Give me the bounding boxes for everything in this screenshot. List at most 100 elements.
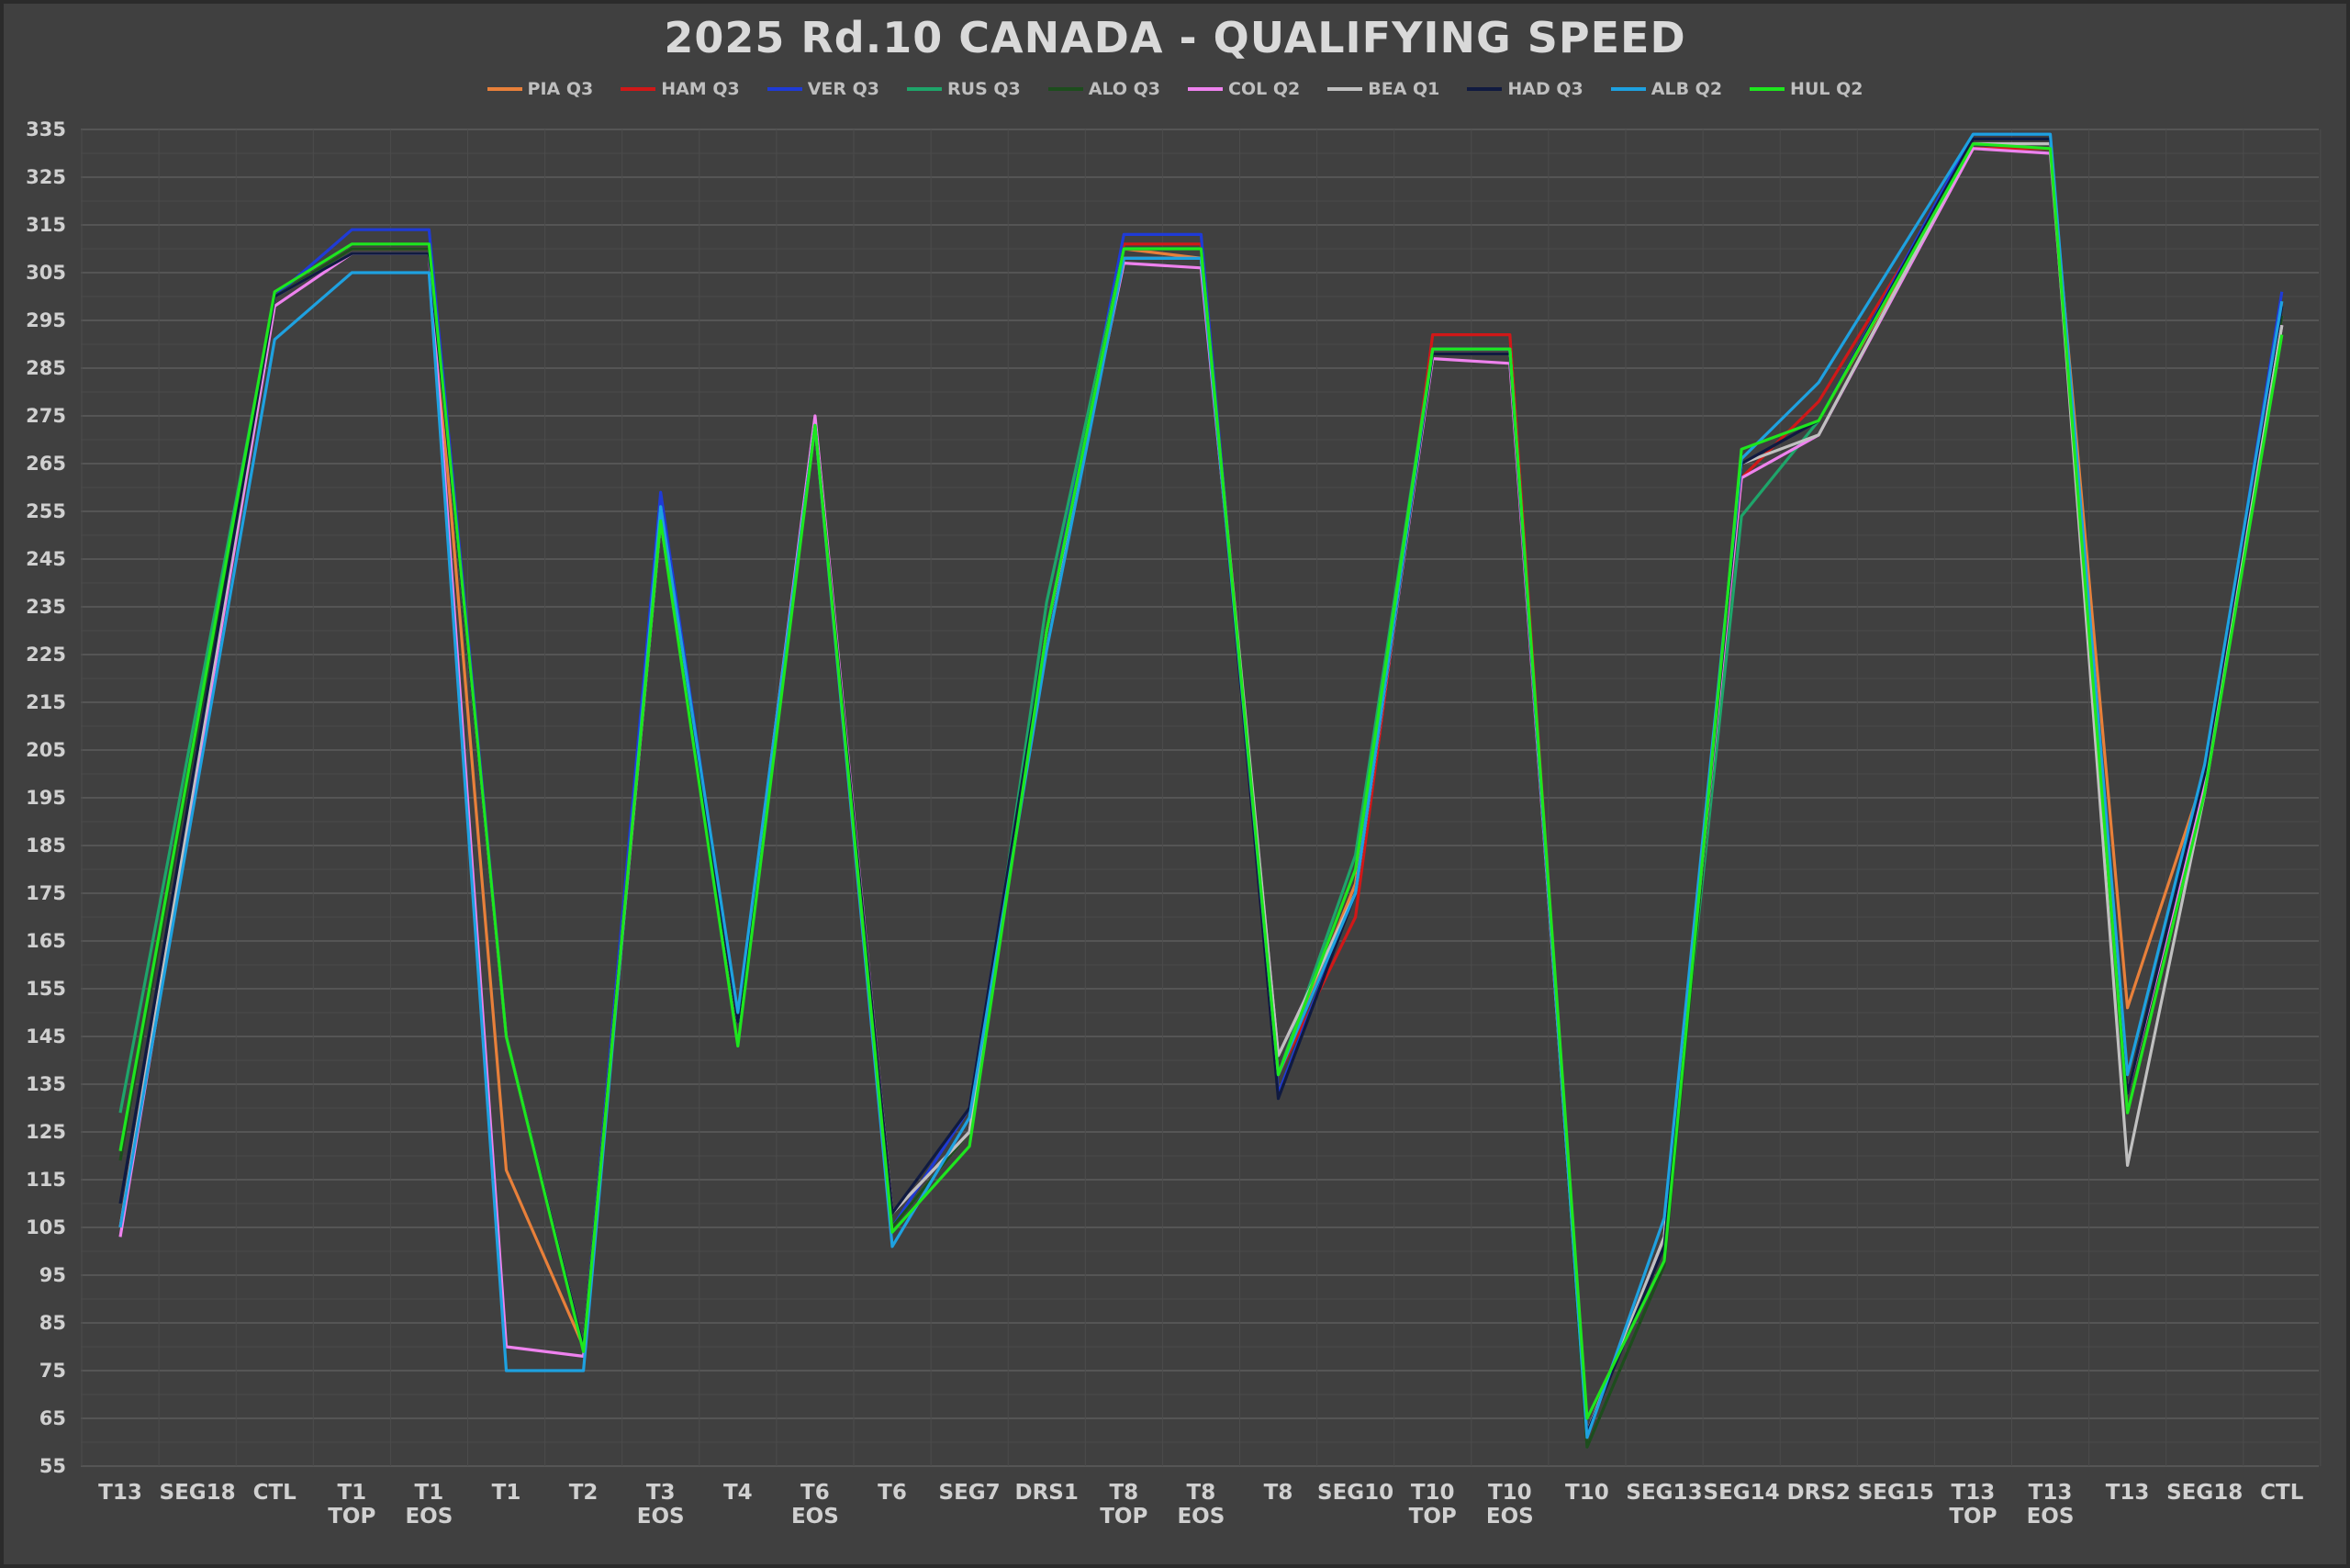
x-tick-label: T13 [98,1481,142,1505]
x-tick-label: CTL [2260,1481,2304,1505]
y-tick-label: 305 [26,262,66,284]
legend-item: HAM Q3 [621,79,740,99]
series-line [118,132,2284,1435]
x-tick-label: DRS2 [1787,1481,1851,1505]
y-tick-label: 335 [26,118,66,140]
legend-swatch [1188,87,1224,91]
x-tick-label: EOS [2027,1505,2075,1529]
y-tick-label: 265 [26,453,66,475]
x-tick-label: SEG18 [2166,1481,2243,1505]
legend-swatch [1047,87,1083,91]
x-tick-label: SEG7 [939,1481,1001,1505]
x-tick-label: T3 [646,1481,676,1505]
y-tick-label: 315 [26,214,66,236]
series-line [118,132,2284,1439]
x-tick-label: SEG18 [160,1481,236,1505]
x-tick-label: T10 [1565,1481,1609,1505]
legend-swatch [767,87,802,91]
legend-item: HAD Q3 [1467,79,1583,99]
series-line [118,142,2284,1435]
x-tick-label: T10 [1488,1481,1532,1505]
legend-item: HUL Q2 [1750,79,1863,99]
legend-item: BEA Q1 [1327,79,1439,99]
x-tick-label: EOS [637,1505,685,1529]
legend-label: HAM Q3 [661,79,740,99]
x-tick-label: TOP [1949,1505,1997,1529]
legend-swatch [487,87,522,91]
legend-swatch [621,87,656,91]
legend-item: ALO Q3 [1047,79,1161,99]
series-line [118,147,2284,1435]
series-lines [118,132,2284,1449]
y-tick-label: 165 [26,930,66,952]
y-tick-label: 125 [26,1121,66,1143]
x-tick-label: EOS [791,1505,839,1529]
y-tick-label: 75 [39,1360,66,1382]
legend-swatch [907,87,943,91]
x-tick-label: T13 [2106,1481,2150,1505]
legend-swatch [1750,87,1785,91]
y-tick-label: 175 [26,882,66,904]
legend-item: RUS Q3 [907,79,1021,99]
legend-label: RUS Q3 [947,79,1021,99]
chart-title: 2025 Rd.10 CANADA - QUALIFYING SPEED [664,13,1686,62]
legend-swatch [1467,87,1503,91]
legend-label: HUL Q2 [1790,79,1863,99]
legend-label: PIA Q3 [527,79,594,99]
x-tick-label: T1 [337,1481,366,1505]
y-tick-label: 135 [26,1073,66,1095]
y-tick-label: 65 [39,1407,66,1429]
legend-item: COL Q2 [1188,79,1300,99]
y-tick-label: 145 [26,1025,66,1047]
series-line [118,147,2284,1435]
y-tick-label: 155 [26,978,66,1000]
y-tick-label: 295 [26,309,66,331]
legend-label: BEA Q1 [1368,79,1440,99]
x-tick-label: T1 [492,1481,521,1505]
x-tick-label: TOP [1100,1505,1147,1529]
x-tick-label: T8 [1264,1481,1293,1505]
legend-label: ALB Q2 [1651,79,1723,99]
legend-label: HAD Q3 [1507,79,1583,99]
x-tick-label: T8 [1187,1481,1216,1505]
y-axis: 55 65 75 85 95 105 115 125 135 145 155 165 175 185 195… [26,118,66,1477]
legend-swatch [1327,87,1363,91]
y-tick-label: 325 [26,166,66,188]
x-tick-label: T4 [723,1481,753,1505]
x-tick-label: T13 [2029,1481,2073,1505]
x-tick-label: TOP [1409,1505,1457,1529]
y-tick-label: 275 [26,405,66,427]
series-line [118,147,2284,1435]
x-tick-label: T6 [878,1481,907,1505]
y-tick-label: 185 [26,834,66,857]
y-tick-label: 115 [26,1169,66,1191]
x-tick-label: T10 [1411,1481,1455,1505]
x-tick-label: SEG15 [1858,1481,1934,1505]
x-tick-label: CTL [253,1481,297,1505]
y-tick-label: 95 [39,1264,66,1286]
x-tick-label: EOS [1177,1505,1225,1529]
x-tick-label: TOP [328,1505,375,1529]
legend-label: COL Q2 [1228,79,1301,99]
x-tick-label: T6 [800,1481,830,1505]
legend-label: ALO Q3 [1088,79,1161,99]
grid-lines [81,129,2322,1467]
series-line [118,137,2284,1435]
x-tick-label: SEG10 [1317,1481,1393,1505]
y-tick-label: 205 [26,739,66,761]
x-tick-label: T1 [415,1481,444,1505]
y-tick-label: 105 [26,1216,66,1238]
y-tick-label: 255 [26,500,66,522]
y-tick-label: 235 [26,596,66,618]
x-tick-label: T8 [1109,1481,1138,1505]
legend-item: PIA Q3 [487,79,594,99]
series-line [118,142,2284,1435]
x-tick-label: T13 [1952,1481,1996,1505]
legend-swatch [1610,87,1646,91]
x-tick-label: SEG13 [1626,1481,1702,1505]
x-tick-label: SEG14 [1704,1481,1780,1505]
y-tick-label: 215 [26,691,66,713]
